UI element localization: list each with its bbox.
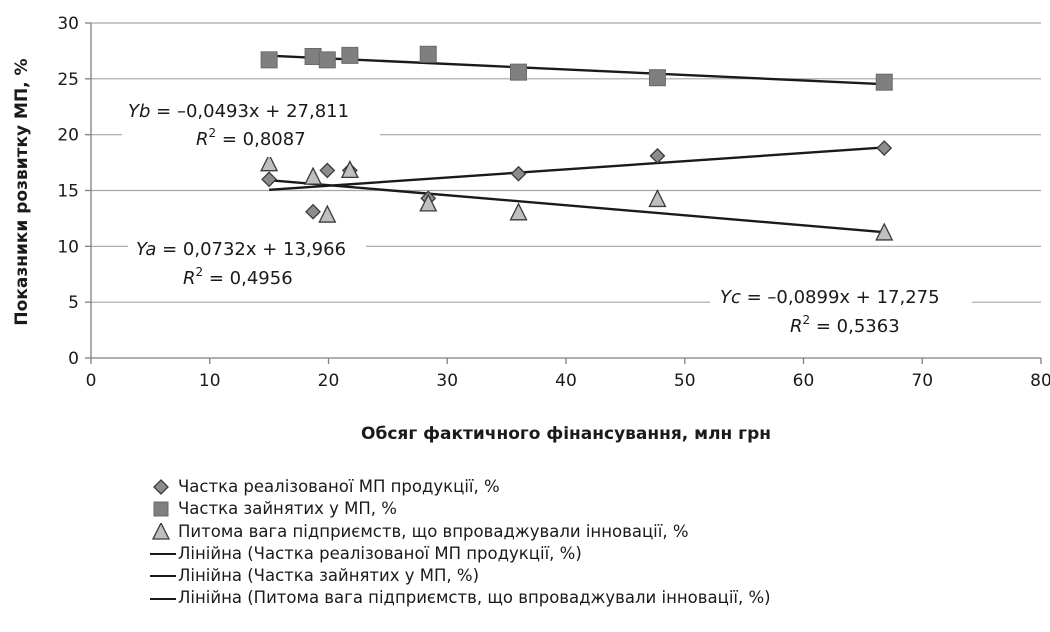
tick-labels: 0 5 10 15 20 25 30 0 10 20 30 40 50 60 70 80 bbox=[57, 14, 1050, 391]
legend-item: Частка зайнятих у МП, % bbox=[152, 498, 771, 520]
x-tick-label: 10 bbox=[199, 371, 221, 391]
legend-line-icon bbox=[150, 553, 176, 556]
y-tick-label: 15 bbox=[57, 182, 79, 202]
trendline-equation: Yc = –0,0899x + 17,275 bbox=[720, 287, 940, 308]
y-tick-label: 30 bbox=[57, 14, 79, 34]
data-point-series-1 bbox=[510, 63, 527, 81]
legend-item: Питома вага підприємств, що впроваджувал… bbox=[152, 521, 771, 543]
x-axis-title: Обсяг фактичного фінансування, млн грн bbox=[361, 424, 771, 444]
legend-square-marker bbox=[153, 501, 169, 517]
legend-label: Лінійна (Питома вага підприємств, що впр… bbox=[178, 588, 771, 608]
trendline-equation: Ya = 0,0732x + 13,966 bbox=[136, 239, 346, 260]
y-axis-title: Показники розвитку МП, % bbox=[12, 58, 32, 325]
legend-triangle-marker bbox=[152, 522, 171, 540]
equation-background bbox=[122, 95, 380, 157]
data-point-series-0 bbox=[510, 165, 527, 182]
data-point-series-1 bbox=[341, 46, 359, 64]
legend-line-icon bbox=[150, 575, 176, 578]
legend-item: Лінійна (Частка реалізованої МП продукці… bbox=[150, 543, 771, 565]
x-tick-label: 30 bbox=[436, 371, 458, 391]
x-tick-label: 60 bbox=[793, 371, 815, 391]
legend-line-icon bbox=[150, 597, 176, 600]
trendline-2 bbox=[269, 178, 885, 234]
axes bbox=[85, 22, 1042, 364]
trendline-r-squared: R2 = 0,4956 bbox=[183, 265, 293, 289]
legend: Частка реалізованої МП продукції, % Частк… bbox=[150, 476, 771, 610]
data-point-series-1 bbox=[318, 51, 336, 69]
legend-item: Частка реалізованої МП продукції, % bbox=[152, 476, 771, 498]
x-tick-label: 0 bbox=[86, 371, 97, 391]
data-point-series-2 bbox=[875, 222, 894, 241]
data-point-series-1 bbox=[419, 45, 437, 63]
legend-label: Лінійна (Частка реалізованої МП продукці… bbox=[178, 543, 582, 563]
data-point-series-0 bbox=[305, 203, 321, 220]
legend-diamond-icon bbox=[153, 479, 169, 496]
data-point-series-2 bbox=[648, 188, 667, 208]
legend-diamond-marker bbox=[153, 479, 169, 496]
trendline-r-squared: R2 = 0,5363 bbox=[790, 313, 900, 337]
y-tick-label: 5 bbox=[68, 293, 79, 313]
data-point-series-1 bbox=[875, 73, 893, 91]
legend-label: Частка зайнятих у МП, % bbox=[178, 499, 397, 519]
data-point-series-2 bbox=[318, 204, 337, 223]
data-point-series-2 bbox=[260, 153, 279, 172]
equation-background bbox=[710, 282, 972, 344]
data-point-series-1 bbox=[304, 48, 322, 65]
data-point-series-2 bbox=[509, 202, 528, 221]
data-point-series-1 bbox=[260, 51, 278, 69]
legend-square-icon bbox=[153, 501, 169, 517]
data-point-series-1 bbox=[648, 69, 666, 87]
data-point-series-2 bbox=[340, 159, 359, 179]
y-tick-label: 10 bbox=[57, 237, 79, 257]
legend-label: Питома вага підприємств, що впроваджувал… bbox=[178, 521, 689, 541]
data-point-series-0 bbox=[319, 162, 336, 179]
data-point-series-0 bbox=[261, 171, 278, 188]
x-tick-label: 80 bbox=[1030, 371, 1050, 391]
legend-label: Частка реалізованої МП продукції, % bbox=[178, 477, 500, 496]
x-tick-label: 40 bbox=[555, 371, 577, 391]
equation-background bbox=[128, 233, 366, 295]
y-tick-label: 20 bbox=[57, 126, 79, 146]
trendline-equations: Yb = –0,0493x + 27,811 R2 = 0,8087 Ya = 0,… bbox=[122, 95, 972, 344]
y-tick-label: 0 bbox=[68, 349, 79, 369]
trendline-equation: Yb = –0,0493x + 27,811 bbox=[128, 101, 349, 122]
data-point-series-0 bbox=[876, 140, 893, 156]
trendline-0 bbox=[269, 146, 885, 191]
trendlines bbox=[269, 54, 885, 234]
legend-item: Лінійна (Питома вага підприємств, що впр… bbox=[150, 587, 771, 609]
y-tick-label: 25 bbox=[57, 70, 79, 90]
trendline-1 bbox=[269, 54, 885, 86]
legend-label: Лінійна (Частка зайнятих у МП, %) bbox=[178, 566, 480, 586]
data-points bbox=[260, 45, 894, 241]
trendline-r-squared: R2 = 0,8087 bbox=[196, 126, 306, 150]
data-point-series-0 bbox=[649, 147, 666, 164]
data-point-series-2 bbox=[304, 166, 323, 185]
x-tick-label: 20 bbox=[318, 371, 340, 391]
legend-item: Лінійна (Частка зайнятих у МП, %) bbox=[150, 565, 771, 587]
x-tick-label: 50 bbox=[674, 371, 696, 391]
x-tick-label: 70 bbox=[911, 371, 933, 391]
legend-triangle-icon bbox=[152, 522, 171, 540]
data-point-series-2 bbox=[419, 193, 438, 212]
